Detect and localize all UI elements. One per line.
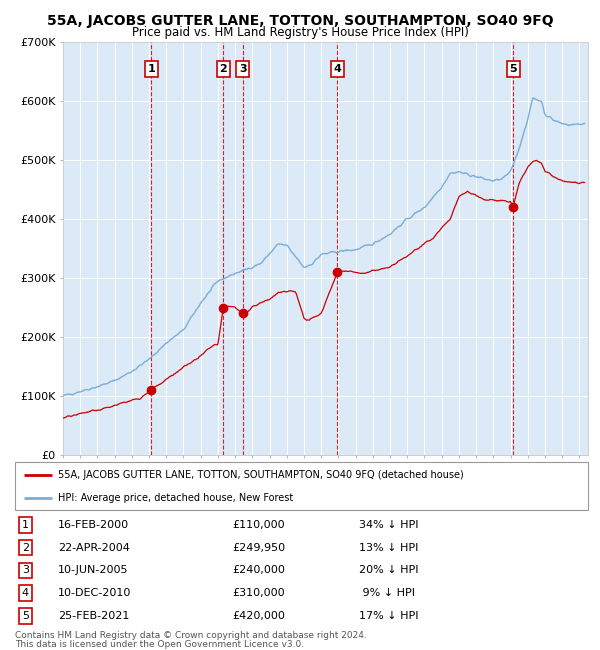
Text: Price paid vs. HM Land Registry's House Price Index (HPI): Price paid vs. HM Land Registry's House …: [131, 26, 469, 39]
Text: 2: 2: [22, 543, 29, 552]
Text: £310,000: £310,000: [233, 588, 286, 598]
Text: 10-JUN-2005: 10-JUN-2005: [58, 566, 128, 575]
Text: 17% ↓ HPI: 17% ↓ HPI: [359, 611, 418, 621]
Text: 2: 2: [220, 64, 227, 74]
Text: 13% ↓ HPI: 13% ↓ HPI: [359, 543, 418, 552]
Text: Contains HM Land Registry data © Crown copyright and database right 2024.: Contains HM Land Registry data © Crown c…: [15, 630, 367, 640]
Text: £420,000: £420,000: [233, 611, 286, 621]
Text: 22-APR-2004: 22-APR-2004: [58, 543, 130, 552]
Text: 3: 3: [22, 566, 29, 575]
Text: 4: 4: [334, 64, 341, 74]
Text: 34% ↓ HPI: 34% ↓ HPI: [359, 520, 418, 530]
Text: This data is licensed under the Open Government Licence v3.0.: This data is licensed under the Open Gov…: [15, 640, 304, 649]
Text: 9% ↓ HPI: 9% ↓ HPI: [359, 588, 415, 598]
Text: 55A, JACOBS GUTTER LANE, TOTTON, SOUTHAMPTON, SO40 9FQ (detached house): 55A, JACOBS GUTTER LANE, TOTTON, SOUTHAM…: [58, 470, 464, 480]
Text: 5: 5: [22, 611, 29, 621]
Text: 25-FEB-2021: 25-FEB-2021: [58, 611, 130, 621]
Text: 20% ↓ HPI: 20% ↓ HPI: [359, 566, 418, 575]
Text: 1: 1: [148, 64, 155, 74]
Text: 4: 4: [22, 588, 29, 598]
Text: £110,000: £110,000: [233, 520, 286, 530]
Text: 10-DEC-2010: 10-DEC-2010: [58, 588, 131, 598]
Text: 16-FEB-2000: 16-FEB-2000: [58, 520, 129, 530]
Text: 3: 3: [239, 64, 247, 74]
Text: HPI: Average price, detached house, New Forest: HPI: Average price, detached house, New …: [58, 493, 293, 503]
Text: £240,000: £240,000: [233, 566, 286, 575]
Text: 55A, JACOBS GUTTER LANE, TOTTON, SOUTHAMPTON, SO40 9FQ: 55A, JACOBS GUTTER LANE, TOTTON, SOUTHAM…: [47, 14, 553, 29]
Text: 1: 1: [22, 520, 29, 530]
Text: 5: 5: [509, 64, 517, 74]
Text: £249,950: £249,950: [233, 543, 286, 552]
